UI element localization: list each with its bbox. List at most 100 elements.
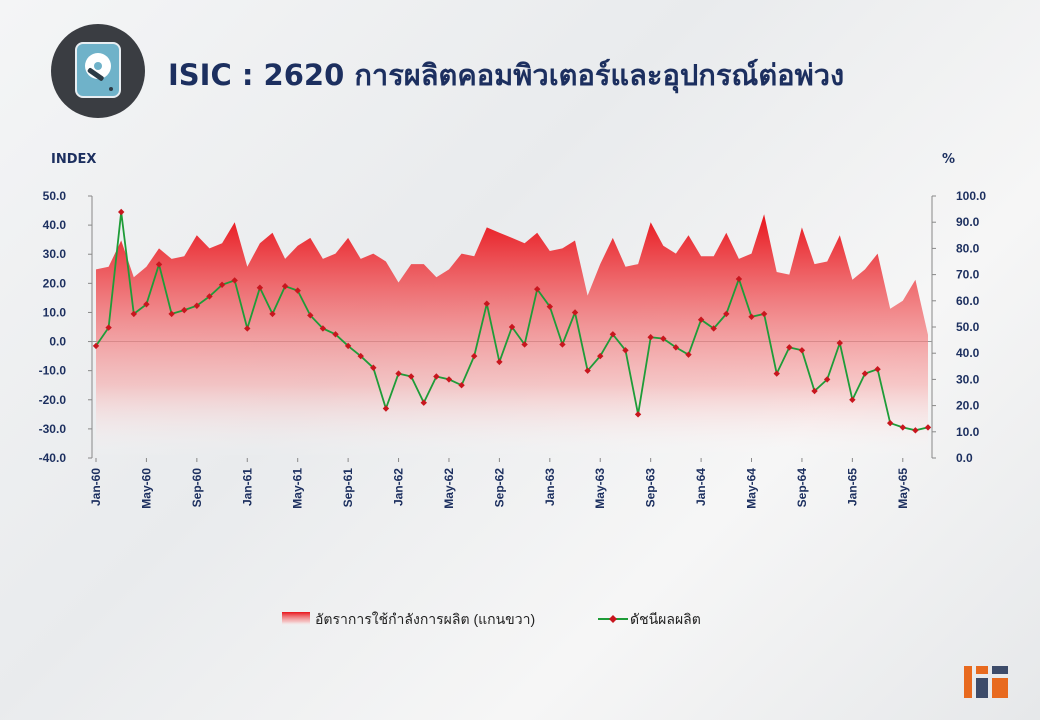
index-point [836,339,843,347]
index-point [256,284,264,291]
index-point [357,352,364,360]
index-point [886,419,894,427]
x-tick-label: May-61 [291,468,305,509]
right-tick-label: 30.0 [956,372,980,386]
index-point [155,261,163,268]
index-point [218,281,226,288]
x-tick-label: May-64 [745,468,759,509]
x-tick-label: Sep-62 [492,468,506,508]
index-point [307,312,314,319]
left-tick-label: 40.0 [43,218,67,232]
right-tick-label: 10.0 [956,425,980,439]
index-point [559,341,566,348]
x-tick-label: Sep-63 [644,468,658,508]
x-tick-label: May-63 [593,468,607,509]
index-point [395,370,402,377]
index-point [823,376,831,383]
right-tick-label: 40.0 [956,346,980,360]
left-tick-label: -30.0 [39,422,67,436]
index-point [622,347,629,354]
left-tick-label: 0.0 [49,335,66,349]
index-point [849,396,856,403]
left-tick-label: -10.0 [39,364,67,378]
x-tick-label: Jan-65 [845,468,859,506]
oie-logo [964,666,1008,698]
index-point [546,303,554,310]
right-tick-label: 50.0 [956,320,980,334]
x-tick-label: Sep-61 [341,468,355,508]
left-tick-label: 50.0 [43,189,67,203]
index-point [912,427,919,434]
index-point [382,405,390,412]
index-point [710,325,717,332]
right-tick-label: 20.0 [956,399,980,413]
index-point [584,367,591,374]
index-point [168,310,175,318]
index-point [231,277,238,284]
legend-label-index: ดัชนีผลผลิต [630,611,701,627]
capacity-area [96,214,928,458]
index-point [660,335,667,342]
index-point [760,310,768,318]
index-point [143,301,150,308]
index-point [874,366,881,373]
index-point [433,373,440,380]
x-tick-label: May-62 [442,468,456,509]
index-point [647,333,654,341]
index-point [319,325,327,332]
x-tick-label: Jan-64 [694,468,708,506]
x-tick-label: May-60 [139,468,153,509]
index-point [597,352,604,360]
x-tick-label: Jan-62 [392,468,406,506]
index-point [609,331,617,338]
index-point [407,373,415,380]
index-point [697,316,705,323]
index-point [181,306,188,314]
legend-swatch-capacity [282,612,310,626]
index-point [470,352,478,360]
right-axis-label: % [942,152,956,167]
index-point [105,324,112,331]
index-point [571,309,579,316]
index-point [861,370,869,377]
right-tick-label: 70.0 [956,268,980,282]
index-point [483,300,490,307]
index-point [269,310,276,318]
index-point [798,347,806,354]
right-tick-label: 60.0 [956,294,980,308]
left-tick-label: 20.0 [43,276,67,290]
index-point [294,287,301,294]
index-point [344,342,352,350]
x-tick-label: May-65 [896,468,910,509]
hard-disk-icon [51,24,145,118]
left-tick-label: 10.0 [43,305,67,319]
index-point [811,387,818,395]
index-point [244,325,251,332]
left-axis-label: INDEX [51,152,97,167]
index-point [332,331,339,338]
index-point [723,310,730,318]
index-point [193,302,201,309]
index-point [281,283,289,290]
x-tick-label: Jan-61 [240,468,254,506]
index-point [118,208,125,216]
index-point [521,341,528,348]
left-tick-label: -20.0 [39,393,67,407]
index-point [496,358,503,366]
index-point [634,411,642,418]
index-point [534,285,541,293]
index-point [420,399,427,406]
x-tick-label: Sep-64 [795,468,809,508]
index-point [786,344,793,351]
index-point [773,370,780,377]
index-point [370,364,377,371]
right-tick-label: 80.0 [956,241,980,255]
index-point [206,293,213,300]
index-point [672,344,680,351]
left-tick-label: -40.0 [39,451,67,465]
right-tick-label: 0.0 [956,451,973,465]
index-point [735,275,743,283]
page-title: ISIC : 2620 การผลิตคอมพิวเตอร์และอุปกรณ์… [168,58,845,92]
index-point [508,323,516,331]
index-point [130,310,138,318]
